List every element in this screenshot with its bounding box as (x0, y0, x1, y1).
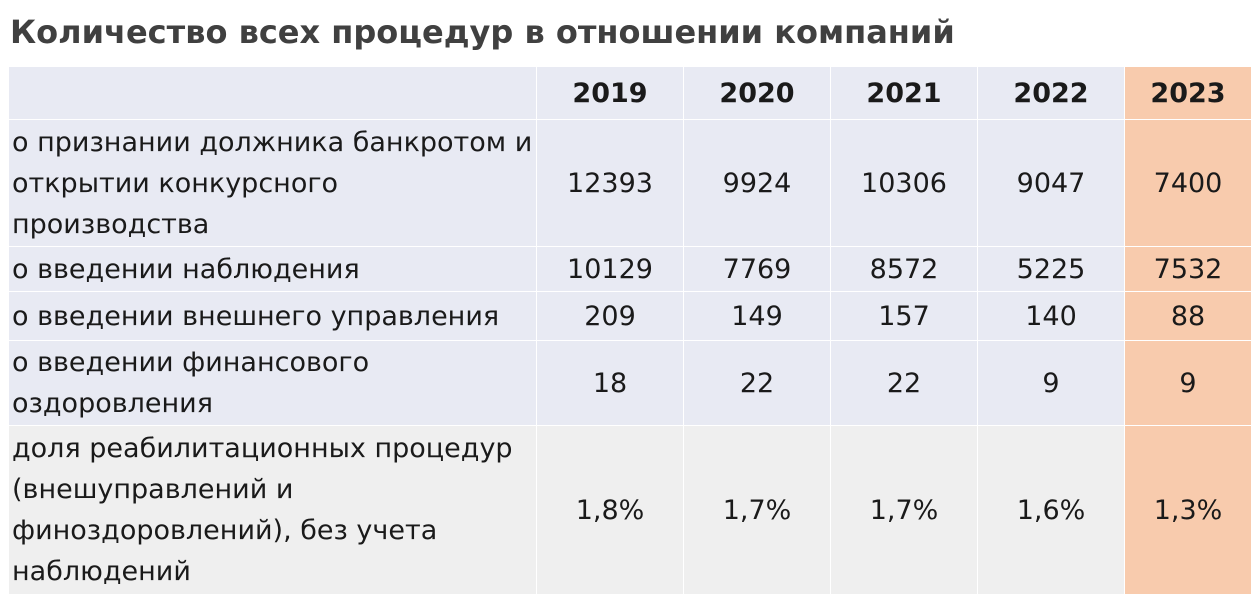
year-header: 2021 (830, 66, 978, 120)
row-label: о признании должника банкротом и открыти… (8, 119, 537, 247)
table-cell: 1,7% (830, 425, 978, 595)
row-label: о введении внешнего управления (8, 291, 537, 341)
table-cell: 1,8% (536, 425, 684, 595)
table-cell-highlighted: 7532 (1124, 246, 1251, 292)
table-header-row: 2019 2020 2021 2022 2023 (8, 66, 1251, 120)
row-label: о введении финансового оздоровления (8, 340, 537, 426)
table-cell: 1,6% (977, 425, 1125, 595)
table-cell: 22 (683, 340, 831, 426)
table-cell: 1,7% (683, 425, 831, 595)
table-row: доля реабилитационных процедур (внешупра… (8, 425, 1251, 595)
table-cell: 5225 (977, 246, 1125, 292)
table-row: о признании должника банкротом и открыти… (8, 119, 1251, 247)
table-cell: 7769 (683, 246, 831, 292)
table-cell-highlighted: 9 (1124, 340, 1251, 426)
table-cell: 8572 (830, 246, 978, 292)
table-cell: 209 (536, 291, 684, 341)
table-cell: 9 (977, 340, 1125, 426)
table-row: о введении финансового оздоровления 18 2… (8, 340, 1251, 426)
table-cell: 9924 (683, 119, 831, 247)
row-label: о введении наблюдения (8, 246, 537, 292)
table-cell: 10306 (830, 119, 978, 247)
table-row: о введении наблюдения 10129 7769 8572 52… (8, 246, 1251, 292)
table-cell-highlighted: 7400 (1124, 119, 1251, 247)
page-title: Количество всех процедур в отношении ком… (10, 13, 955, 51)
table-row: о введении внешнего управления 209 149 1… (8, 291, 1251, 341)
table-cell-highlighted: 1,3% (1124, 425, 1251, 595)
procedures-table: 2019 2020 2021 2022 2023 о признании дол… (8, 66, 1251, 595)
table-cell-highlighted: 88 (1124, 291, 1251, 341)
year-header: 2022 (977, 66, 1125, 120)
header-empty-cell (8, 66, 537, 120)
table-cell: 157 (830, 291, 978, 341)
table-cell: 10129 (536, 246, 684, 292)
row-label: доля реабилитационных процедур (внешупра… (8, 425, 537, 595)
year-header-highlighted: 2023 (1124, 66, 1251, 120)
table-cell: 18 (536, 340, 684, 426)
year-header: 2019 (536, 66, 684, 120)
table-cell: 9047 (977, 119, 1125, 247)
year-header: 2020 (683, 66, 831, 120)
table-cell: 149 (683, 291, 831, 341)
table-cell: 22 (830, 340, 978, 426)
table-cell: 12393 (536, 119, 684, 247)
table-cell: 140 (977, 291, 1125, 341)
